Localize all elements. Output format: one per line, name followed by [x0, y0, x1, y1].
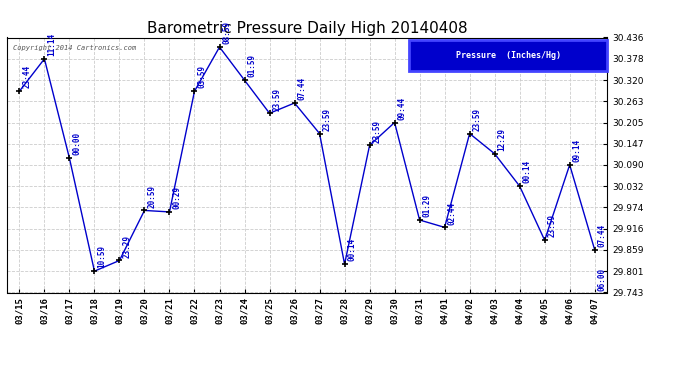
Text: 23:59: 23:59 [273, 87, 282, 111]
Text: 09:44: 09:44 [397, 97, 406, 120]
Text: 23:44: 23:44 [22, 65, 31, 88]
Text: Pressure  (Inches/Hg): Pressure (Inches/Hg) [455, 51, 561, 60]
Text: 20:59: 20:59 [147, 184, 156, 208]
Text: 03:59: 03:59 [197, 65, 206, 88]
Text: 00:14: 00:14 [522, 160, 531, 183]
Text: 07:44: 07:44 [297, 77, 306, 100]
Text: 23:29: 23:29 [122, 235, 131, 258]
FancyBboxPatch shape [409, 40, 607, 70]
Text: 01:29: 01:29 [422, 194, 431, 217]
Text: 23:59: 23:59 [322, 108, 331, 131]
Title: Barometric Pressure Daily High 20140408: Barometric Pressure Daily High 20140408 [147, 21, 467, 36]
Text: 00:14: 00:14 [347, 238, 356, 261]
Text: Copyright 2014 Cartronics.com: Copyright 2014 Cartronics.com [13, 45, 136, 51]
Text: 06:00: 06:00 [598, 268, 607, 291]
Text: 02:44: 02:44 [447, 201, 456, 225]
Text: 12:29: 12:29 [497, 128, 506, 151]
Text: 11:14: 11:14 [47, 33, 56, 56]
Text: 08:59: 08:59 [222, 21, 231, 44]
Text: 07:44: 07:44 [598, 224, 607, 247]
Text: 23:59: 23:59 [473, 108, 482, 131]
Text: 00:29: 00:29 [172, 186, 181, 209]
Text: 10:59: 10:59 [97, 245, 106, 268]
Text: 23:59: 23:59 [373, 119, 382, 142]
Text: 01:59: 01:59 [247, 54, 256, 77]
Text: 09:14: 09:14 [573, 139, 582, 162]
Text: 23:59: 23:59 [547, 214, 556, 237]
Text: 00:00: 00:00 [72, 132, 81, 155]
